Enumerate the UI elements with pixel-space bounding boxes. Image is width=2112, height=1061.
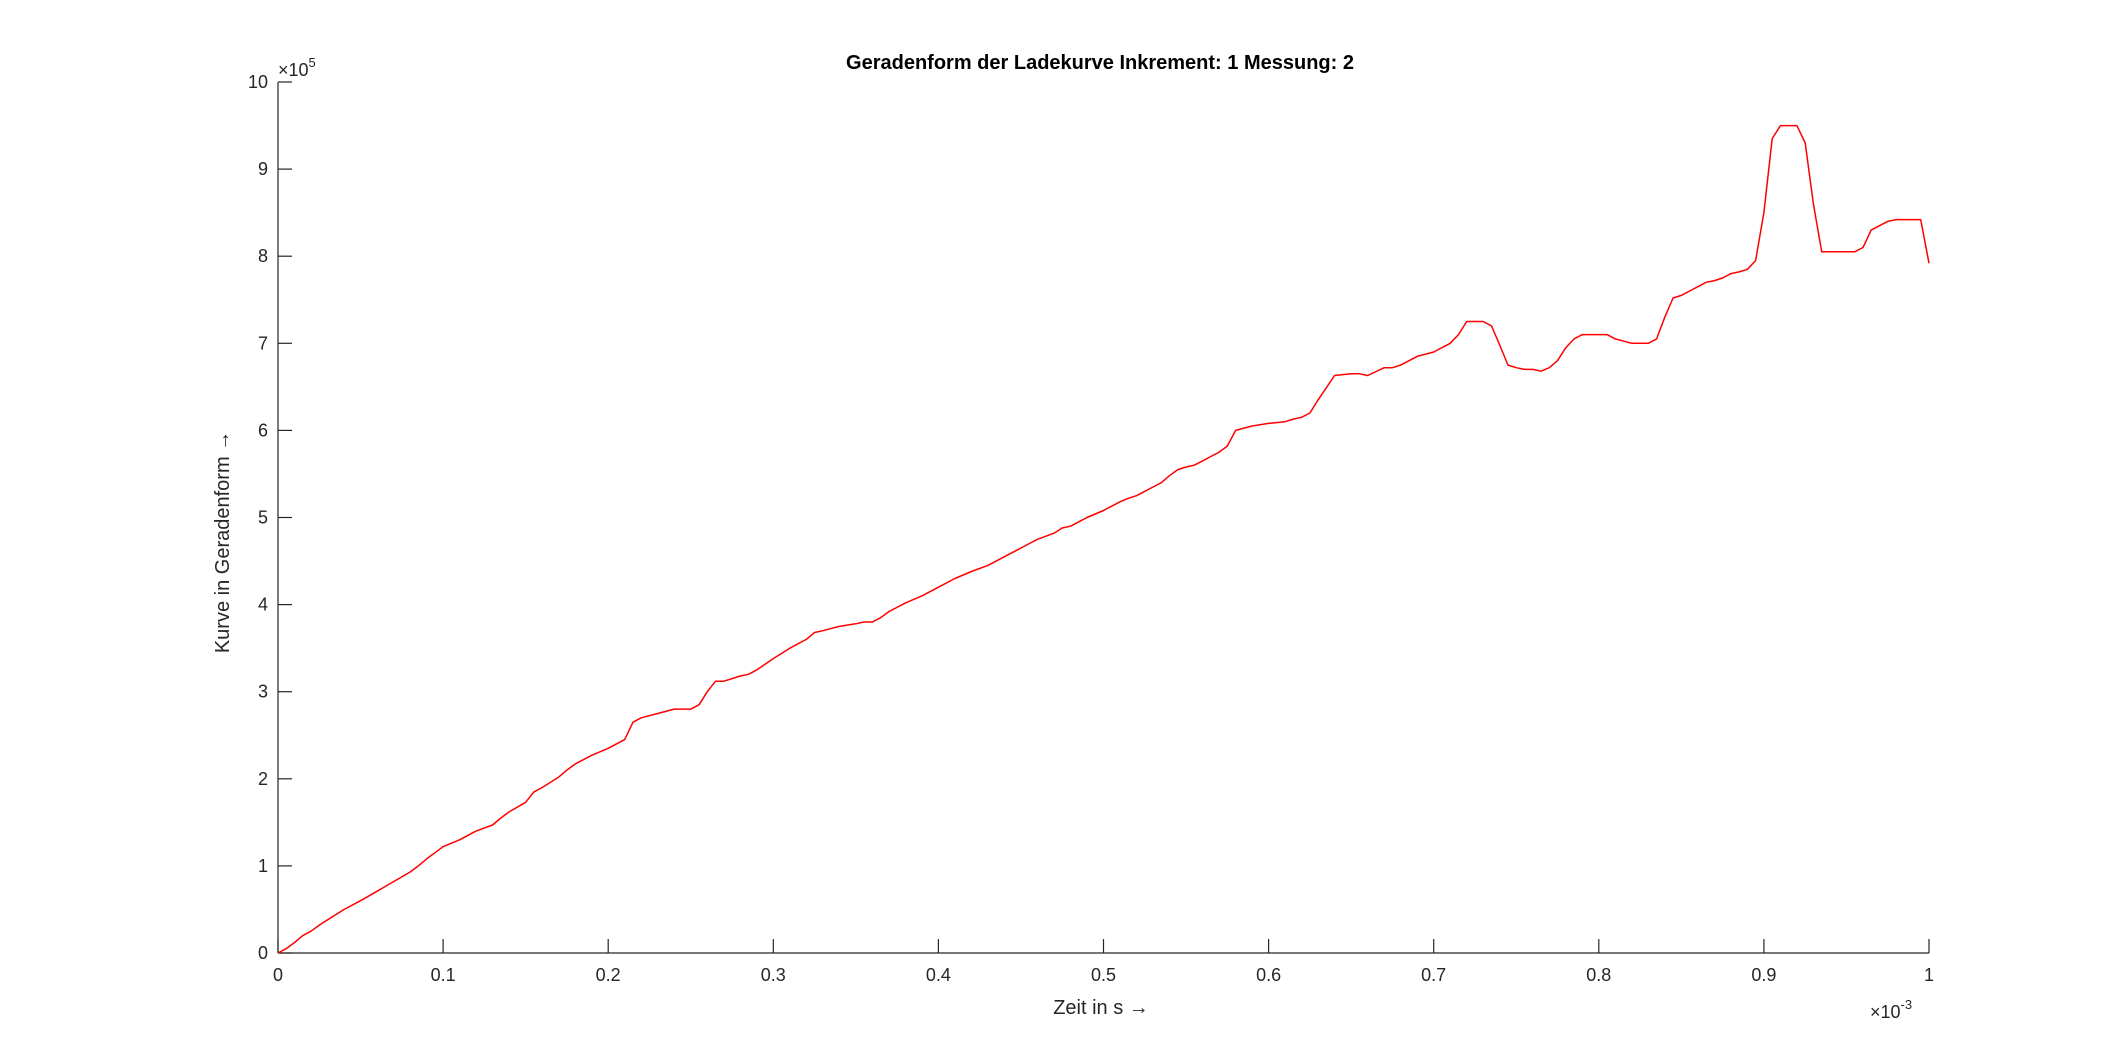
y-multiplier-exponent: 5: [309, 55, 316, 70]
x-tick-label: 0.2: [596, 965, 621, 985]
x-tick-label: 0.5: [1091, 965, 1116, 985]
y-multiplier-base: ×10: [278, 60, 309, 80]
x-axis-ticks: 0 0.1 0.2 0.3 0.4 0.5 0.6 0.7 0.8 0.9 1: [273, 939, 1934, 985]
x-tick-label: 0.9: [1751, 965, 1776, 985]
x-tick-label: 0: [273, 965, 283, 985]
y-tick-label: 6: [258, 420, 268, 440]
x-multiplier-exponent: -3: [1901, 997, 1913, 1012]
y-tick-label: 10: [248, 72, 268, 92]
y-axis-multiplier: ×105: [278, 55, 316, 80]
x-tick-label: 0.6: [1256, 965, 1281, 985]
x-tick-label: 1: [1924, 965, 1934, 985]
x-tick-label: 0.4: [926, 965, 951, 985]
series-line: [277, 124, 1930, 954]
x-multiplier-base: ×10: [1870, 1002, 1901, 1022]
x-tick-label: 0.1: [431, 965, 456, 985]
y-tick-label: 4: [258, 595, 268, 615]
x-tick-label: 0.7: [1421, 965, 1446, 985]
y-axis-label: Kurve in Geradenform →: [212, 431, 234, 653]
y-tick-label: 9: [258, 159, 268, 179]
y-tick-label: 7: [258, 333, 268, 353]
x-tick-label: 0.3: [761, 965, 786, 985]
y-tick-label: 2: [258, 769, 268, 789]
x-tick-label: 0.8: [1586, 965, 1611, 985]
y-tick-label: 3: [258, 682, 268, 702]
y-tick-label: 1: [258, 856, 268, 876]
y-axis-ticks: 0 1 2 3 4 5 6 7 8 9 10: [248, 72, 292, 963]
x-axis-label: Zeit in s →: [1053, 997, 1149, 1019]
y-tick-label: 5: [258, 508, 268, 528]
series-layer: [277, 124, 1930, 954]
chart-title: Geradenform der Ladekurve Inkrement: 1 M…: [846, 52, 1354, 74]
y-tick-label: 0: [258, 943, 268, 963]
y-tick-label: 8: [258, 246, 268, 266]
x-axis-multiplier: ×10-3: [1870, 997, 1912, 1022]
